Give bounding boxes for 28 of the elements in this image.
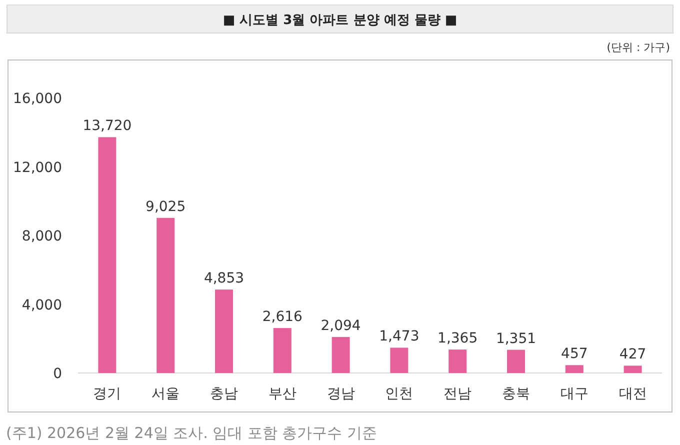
data-label: 1,473	[379, 328, 420, 345]
x-tick-label: 부산	[268, 386, 296, 402]
title: ■ 시도별 3월 아파트 분양 예정 물량 ■	[222, 13, 458, 28]
data-label: 2,616	[262, 309, 303, 326]
y-tick-label: 0	[53, 366, 62, 382]
x-tick-label: 경기	[93, 386, 122, 402]
y-tick-label: 16,000	[13, 91, 62, 107]
footnote: (주1) 2026년 2월 24일 조사. 임대 포함 총가구수 기준	[6, 424, 377, 442]
data-label: 13,720	[82, 118, 132, 134]
data-label: 1,365	[438, 330, 478, 347]
x-tick-label: 대전	[618, 386, 647, 402]
y-tick-label: 4,000	[22, 297, 62, 314]
y-tick-label: 8,000	[22, 228, 62, 244]
x-tick-label: 대구	[560, 386, 588, 402]
x-tick-label: 충북	[502, 386, 530, 402]
data-label: 2,094	[320, 318, 361, 334]
data-label: 427	[619, 346, 646, 363]
data-label: 4,853	[204, 270, 244, 287]
unit-note: (단위 : 가구)	[606, 41, 670, 54]
y-tick-label: 12,000	[13, 160, 62, 176]
x-tick-label: 경남	[326, 386, 355, 402]
data-label: 457	[561, 346, 588, 362]
x-tick-label: 인천	[385, 386, 414, 402]
x-tick-label: 충남	[210, 386, 238, 402]
x-tick-label: 전남	[444, 386, 472, 402]
data-label: 1,351	[496, 330, 536, 347]
data-label: 9,025	[146, 198, 186, 215]
x-tick-label: 서울	[152, 386, 180, 402]
